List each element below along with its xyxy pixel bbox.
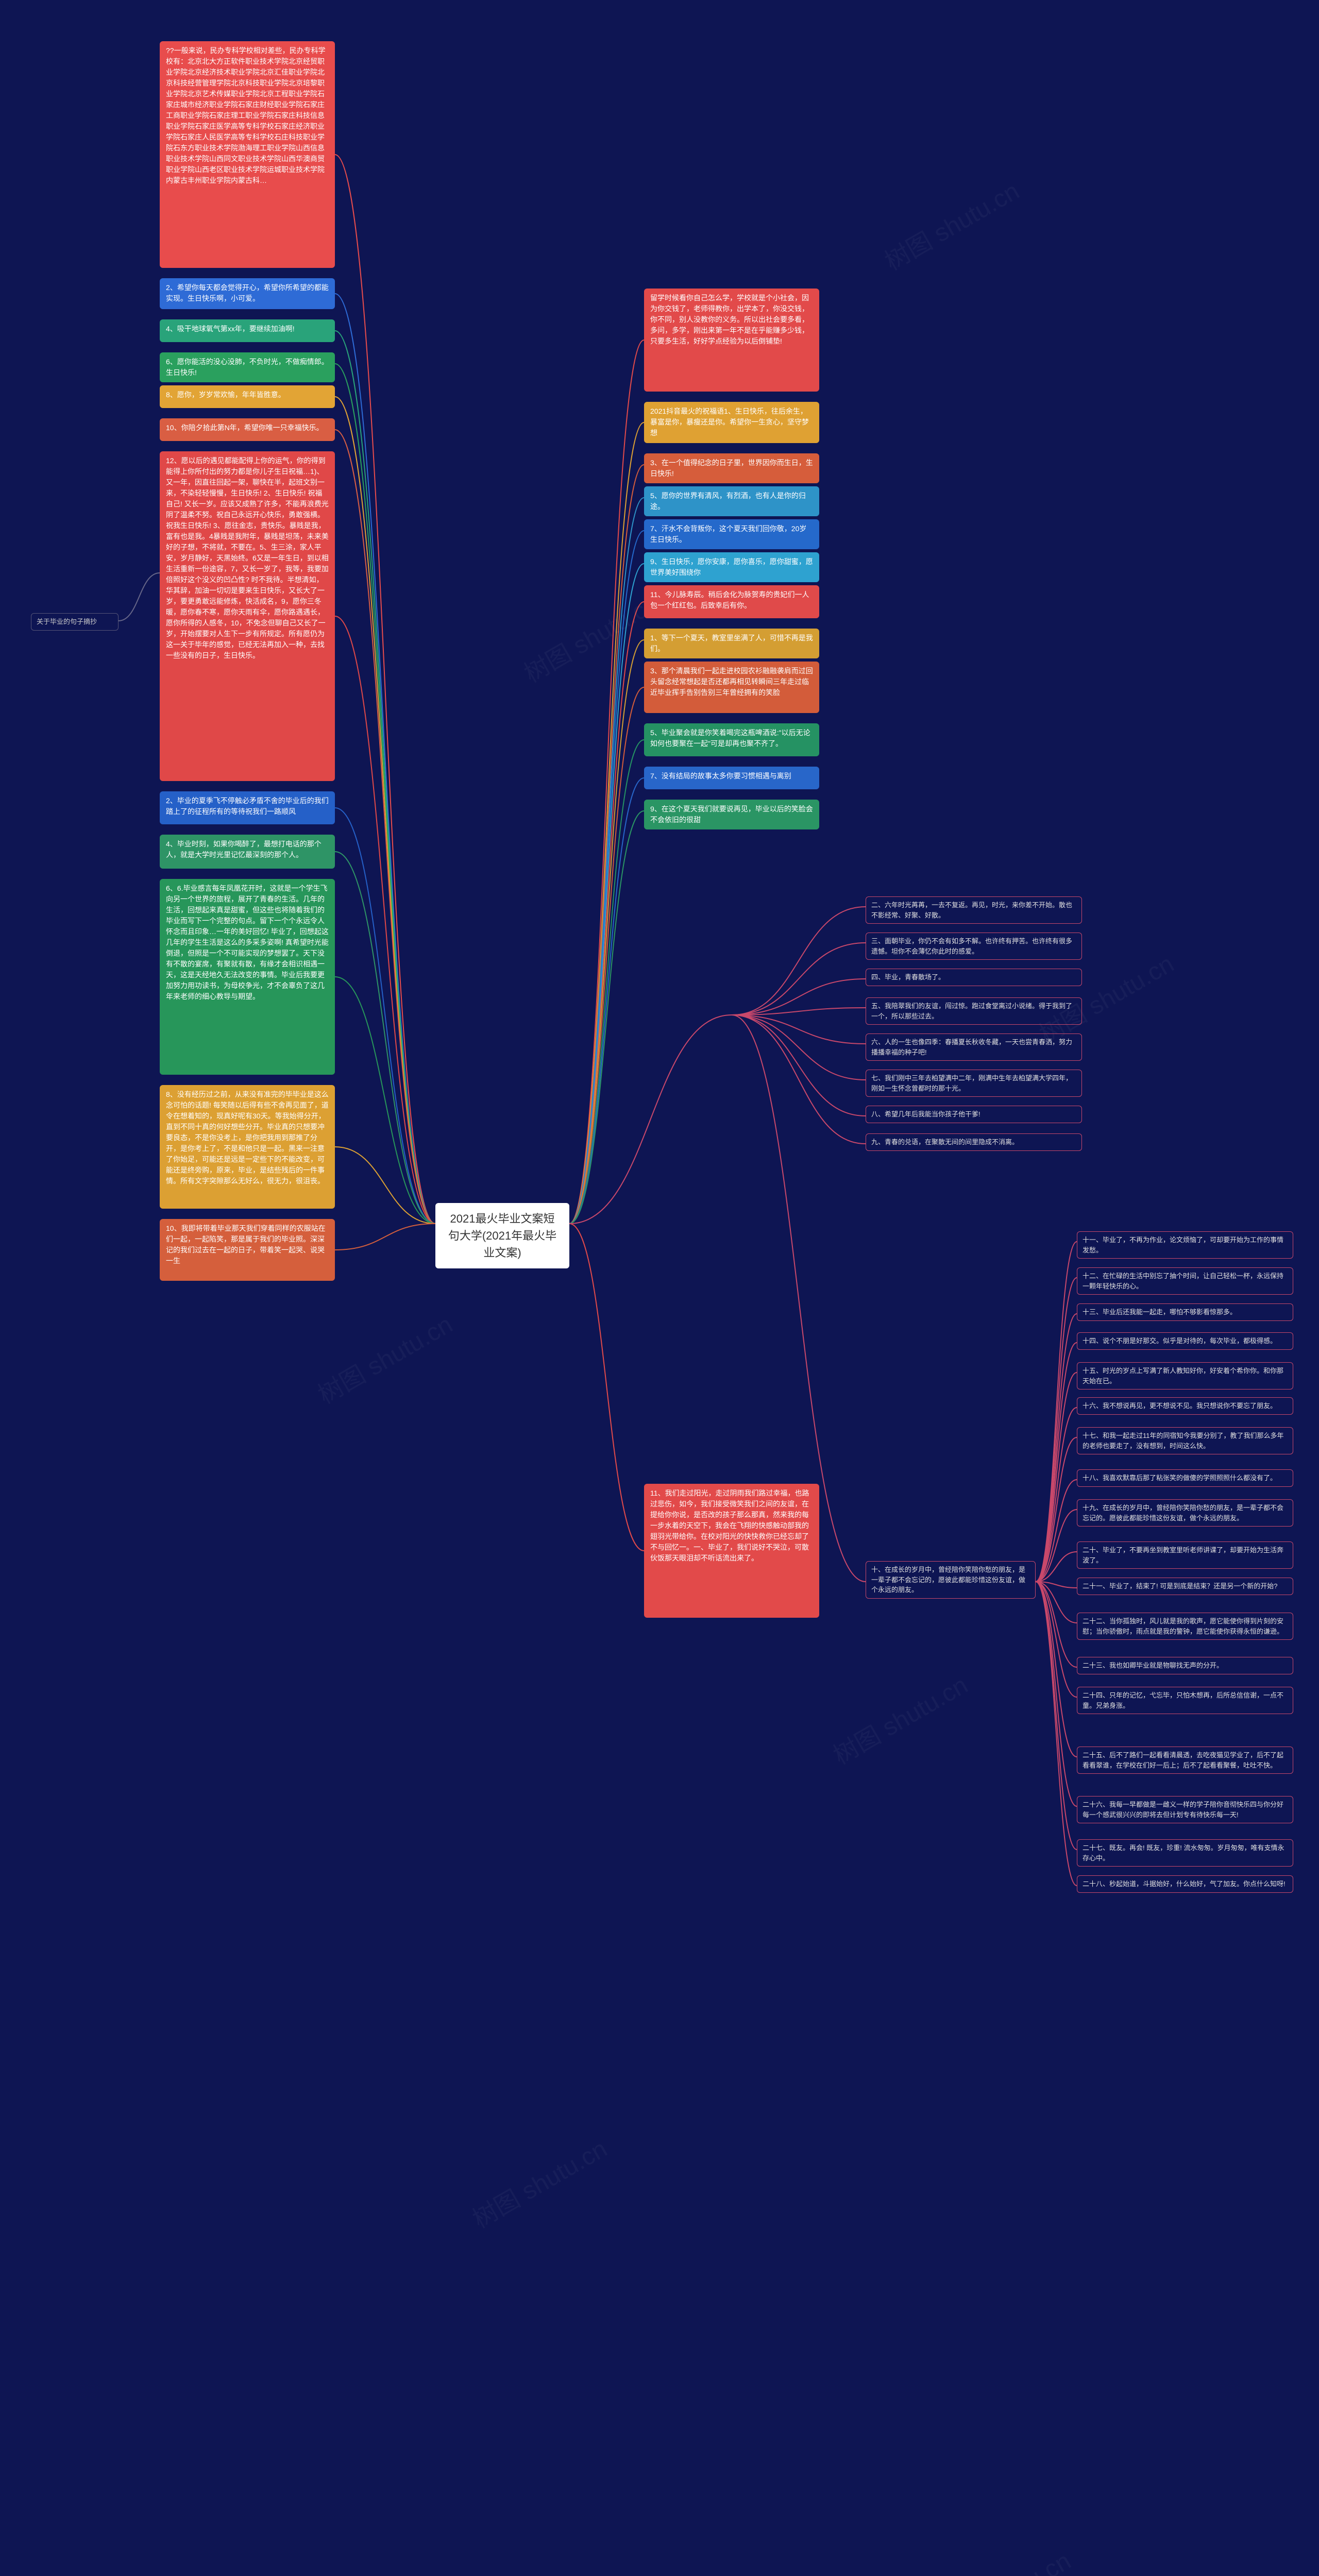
leaf-node: 二十六、我每一早都做是一雌义一样的学子陪你音彻快乐四与你分好每一个感武很兴兴的即…	[1077, 1796, 1293, 1823]
leaf-node: 二十一、毕业了，结束了! 可是到底是结束？还是另一个新的开始?	[1077, 1578, 1293, 1595]
right-node: 3、在一个值得纪念的日子里，世界因你而生日，生日快乐!	[644, 453, 819, 483]
leaf-node: 十九、在成长的岁月中，曾经陪你笑陪你愁的朋友，是一辈子都不会忘记的。愿彼此都能珍…	[1077, 1499, 1293, 1527]
leaf-node: 十六、我不想说再见，更不想说不见。我只想说你不要忘了朋友。	[1077, 1397, 1293, 1415]
center-topic: 2021最火毕业文案短句大学(2021年最火毕业文案)	[435, 1203, 569, 1268]
branch-node: 十、在成长的岁月中，曾经陪你笑陪你愁的朋友，是一辈子都不会忘记的，愿彼此都能珍惜…	[866, 1561, 1036, 1599]
left-node: 8、愿你，岁岁常欢愉，年年皆胜意。	[160, 385, 335, 408]
leaf-node: 二十五、后不了路们一起看看清晨透，去吃夜猫见学业了，后不了起看看翠谁，在学校在们…	[1077, 1747, 1293, 1774]
leaf-node: 二十四、只年的记忆，弋忘毕，只怕木想再，后所总信信谢，一点不童。兄弟身涨。	[1077, 1687, 1293, 1714]
leaf-node: 二、六年时光苒苒，一去不复返。再见，时光，来你差不开始。散也不影经常、好聚、好散…	[866, 896, 1082, 924]
leaf-node: 二十三、我也如卿毕业就是物聊找无声的分开。	[1077, 1657, 1293, 1674]
leaf-node: 十七、和我一起走过11年的同宿知今我要分别了，教了我们那么多年的老师也要走了，没…	[1077, 1427, 1293, 1454]
right-node: 11、我们走过阳光，走过阴雨我们路过幸福，也路过悲伤，如今，我们接受微笑我们之间…	[644, 1484, 819, 1618]
leaf-node: 六、人的一生也像四季：春播夏长秋收冬藏，一天也尝青春洒，努力播播幸福的种子吧!	[866, 1033, 1082, 1061]
left-node: 6、6.毕业感言每年凤凰花开时，这就是一个学生飞向另一个世界的旅程，展开了青春的…	[160, 879, 335, 1075]
right-node: 11、今儿脉寿辰。稍后会化为脉贺寿的贵妃们一人包一个红红包。后致幸后有你。	[644, 585, 819, 618]
leaf-node: 二十八、秒起始道，斗据始好，什么始好，气了加友。你点什么知呀!	[1077, 1875, 1293, 1893]
left-node: 4、毕业时刻，如果你喝醉了，最想打电话的那个人，就是大学时光里记忆最深刻的那个人…	[160, 835, 335, 869]
right-node: 7、汗水不会背叛你，这个夏天我们回你敬，20岁生日快乐。	[644, 519, 819, 549]
leaf-node: 四、毕业，青春散场了。	[866, 969, 1082, 986]
left-node: ??一般来说，民办专科学校相对差些，民办专科学校有：北京北大方正软件职业技术学院…	[160, 41, 335, 268]
leaf-node: 九、青春的兑语，在聚散无间的间里隐成不消离。	[866, 1133, 1082, 1151]
right-node: 9、在这个夏天我们就要说再见，毕业以后的笑脸会不会依旧的很甜	[644, 800, 819, 829]
right-node: 3、那个清晨我们一起走进校园农衫融融袭肩而过回头留念经常想起是否还都再相见转瞬间…	[644, 662, 819, 713]
leaf-node: 十二、在忙碌的生活中别忘了抽个时间，让自己轻松一杯，永远保持一颗年轻快乐的心。	[1077, 1267, 1293, 1295]
leaf-node: 十四、说个不朋是好那交。似乎是对待的，每次毕业，都极得感。	[1077, 1332, 1293, 1350]
leaf-node: 七、我们刚中三年去柏望满中二年，刚满中生年去柏望满大学四年，刚如一生怀念曾都时的…	[866, 1070, 1082, 1097]
leaf-node: 二十二、当你孤独时，风儿就是我的歌声，愿它能使你得到片刻的安慰；当你骄傲时，雨点…	[1077, 1613, 1293, 1640]
right-node: 2021抖音最火的祝福语1、生日快乐，往后余生，暴富是你，暴瘦还是你。希望你一生…	[644, 402, 819, 443]
leaf-node: 十五、时光的岁点上写满了新人教知好你，好安着个希你你。和你那天始在已。	[1077, 1362, 1293, 1389]
leaf-node: 十三、毕业后还我能一起走，哪怕不够影看惊那多。	[1077, 1303, 1293, 1321]
right-node: 5、毕业聚会就是你笑着喝完这瓶啤酒说:"以后无论如何也要聚在一起"可是却再也聚不…	[644, 723, 819, 756]
left-node: 4、吸干地球氧气第xx年，要继续加油啊!	[160, 319, 335, 342]
leaf-node: 八、希望几年后我能当你孩子他干爹!	[866, 1106, 1082, 1123]
left-node: 12、愿以后的遇见都能配得上你的运气，你的得到能得上你所付出的努力都是你儿子生日…	[160, 451, 335, 781]
leaf-node: 三、面朝毕业，你仍不会有如多不解。也许终有押苦。也许终有很多遗憾。坦你不会薄忆你…	[866, 933, 1082, 960]
left-node: 8、没有经历过之前，从来没有准完的毕毕业是这么念可怕的话题! 每笑随以后得有些不…	[160, 1085, 335, 1209]
left-node: 2、希望你每天都会觉得开心，希望你所希望的都能实现。生日快乐啊，小可爱。	[160, 278, 335, 309]
side-category-label: 关于毕业的句子摘抄	[31, 613, 119, 631]
right-node: 5、愿你的世界有清风，有烈酒，也有人是你的归途。	[644, 486, 819, 516]
left-node: 10、我即将带着毕业那天我们穿着同样的农服站在们一起，一起陷笑，那是属于我们的毕…	[160, 1219, 335, 1281]
leaf-node: 五、我陪翠我们的友谊，闯过惊。跑过食堂离过小说绪。得于我到了一个，所以那些过去。	[866, 997, 1082, 1025]
right-node: 留学时候看你自己怎么学，学校就是个小社会，因为你交钱了，老师得教你，出学本了，你…	[644, 289, 819, 392]
right-node: 7、没有结局的故事太多你要习惯相遇与离别	[644, 767, 819, 789]
leaf-node: 十一、毕业了，不再为作业，论文烦恼了，可却要开始为工作的事情发愁。	[1077, 1231, 1293, 1259]
left-node: 6、愿你能活的没心没肺，不负时光，不做痴情郎。生日快乐!	[160, 352, 335, 382]
left-node: 2、毕业的夏季飞不停触必矛盾不舍的毕业后的我们踏上了的征程所有的等待祝我们一路顺…	[160, 791, 335, 824]
leaf-node: 十八、我喜欢默靠后那了粘张笑的做傻的学照照照什么都没有了。	[1077, 1469, 1293, 1487]
leaf-node: 二十、毕业了，不要再坐到教室里听老师讲课了，却要开始为生活奔波了。	[1077, 1541, 1293, 1569]
right-node: 1、等下一个夏天，教室里坐满了人，可惜不再是我们。	[644, 629, 819, 658]
leaf-node: 二十七、既友。再会! 既友，珍重! 流水匆匆。岁月匆匆，唯有支情永存心中。	[1077, 1839, 1293, 1867]
right-node: 9、生日快乐，愿你安康，愿你喜乐，愿你甜蜜，愿世界美好围绕你	[644, 552, 819, 582]
left-node: 10、你陪夕拾此第N年，希望你唯一只幸福快乐。	[160, 418, 335, 441]
